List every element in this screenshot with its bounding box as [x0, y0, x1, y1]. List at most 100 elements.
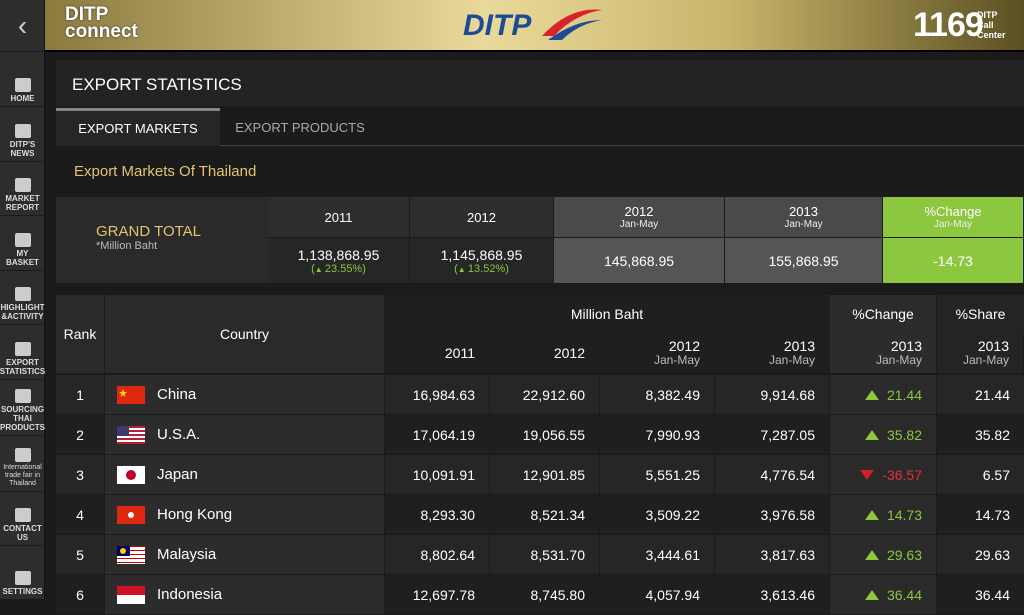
value: 17,064.19: [385, 415, 489, 454]
logo-swoosh: [542, 9, 602, 40]
sidebar-label: HOME: [10, 94, 35, 103]
column-header: 2013 Jan-May: [715, 333, 829, 373]
value: 3,817.63: [715, 535, 829, 574]
change: (▲ 13.52%): [454, 262, 509, 275]
change-cell: 14.73: [830, 495, 936, 534]
year: 2012: [624, 204, 654, 219]
center-logo: DITP: [463, 9, 532, 42]
country-cell: Japan: [105, 455, 384, 494]
icon: [14, 124, 31, 138]
value: 8,802.64: [385, 535, 489, 574]
sidebar-item[interactable]: HOME: [0, 52, 45, 107]
brand-logo: DITP connect: [65, 5, 138, 41]
rank: 1: [56, 375, 104, 414]
value: 12,901.85: [490, 455, 599, 494]
trend-arrow: [864, 549, 879, 560]
group-header: %Share: [937, 295, 1024, 333]
tab-active[interactable]: EXPORT MARKETS: [56, 108, 220, 146]
icon: [14, 389, 31, 403]
value: 7,287.05: [715, 415, 829, 454]
flag: [117, 385, 145, 404]
icon: [14, 342, 31, 356]
icon: [14, 233, 31, 247]
sidebar-item[interactable]: MARKET REPORT: [0, 162, 45, 216]
call-label: DITP Call Center: [977, 10, 1006, 40]
group-header: %Change: [830, 295, 936, 333]
value: 4,776.54: [715, 455, 829, 494]
call-number: 1169: [913, 6, 984, 44]
summary-header: 2012 Jan-May: [554, 197, 724, 237]
year: 2013: [977, 338, 1009, 354]
country: Indonesia: [157, 586, 223, 603]
change: 21.44: [886, 386, 922, 403]
rank-header: Rank: [56, 295, 104, 373]
value: 3,444.61: [600, 535, 714, 574]
value: 29.63: [937, 535, 1024, 574]
sidebar-item[interactable]: International trade fair in Thailand: [0, 436, 45, 492]
back-button[interactable]: ‹: [0, 0, 45, 52]
country: Hong Kong: [157, 506, 233, 523]
change-cell: 36.44: [830, 575, 936, 614]
sidebar-label: MY BASKET: [6, 249, 39, 267]
year: %Change: [924, 204, 982, 219]
value: 35.82: [937, 415, 1024, 454]
summary-value: 1,145,868.95 (▲ 13.52%): [410, 238, 553, 283]
country: China: [157, 386, 197, 403]
sidebar-label: SETTINGS: [2, 587, 43, 596]
summary-label-box: GRAND TOTAL *Million Baht: [56, 197, 268, 283]
sidebar-item[interactable]: MY BASKET: [0, 216, 45, 271]
year: 2013: [783, 338, 815, 354]
icon: [14, 508, 31, 522]
change: (▲ 23.55%): [311, 262, 366, 275]
sidebar-item[interactable]: SOURCING THAI PRODUCTS: [0, 380, 45, 436]
value: 4,057.94: [600, 575, 714, 614]
change: 29.63: [886, 546, 922, 563]
sidebar-label: International trade fair in Thailand: [3, 464, 42, 487]
icon: [14, 571, 31, 585]
summary: GRAND TOTAL *Million Baht 2011 1,138,868.…: [56, 197, 1024, 283]
value: 3,613.46: [715, 575, 829, 614]
sidebar-item[interactable]: HIGHLIGHT &ACTIVITY: [0, 271, 45, 325]
group-header: Million Baht: [385, 295, 829, 333]
value: 8,531.70: [490, 535, 599, 574]
tabs: EXPORT MARKETS EXPORT PRODUCTS: [56, 108, 1024, 146]
change-value: 13.52%: [467, 262, 506, 275]
year: 2013: [890, 338, 922, 354]
sidebar-item[interactable]: DITP'S NEWS: [0, 107, 45, 162]
period: Jan-May: [933, 219, 973, 230]
flag: [117, 505, 145, 524]
value: 8,293.30: [385, 495, 489, 534]
rank: 5: [56, 535, 104, 574]
header: DITP connect DITP 1169 DITP Call Center: [45, 0, 1024, 52]
country-cell: Malaysia: [105, 535, 384, 574]
period: Jan-May: [962, 353, 1009, 367]
sidebar-item[interactable]: SETTINGS: [0, 546, 45, 600]
sidebar-label: CONTACT US: [3, 524, 42, 542]
value: 16,984.63: [385, 375, 489, 414]
period: Jan-May: [875, 353, 922, 367]
period: Jan-May: [619, 219, 659, 230]
sidebar-item[interactable]: EXPORT STATISTICS: [0, 325, 45, 380]
flag: [117, 425, 145, 444]
sidebar-item[interactable]: CONTACT US: [0, 492, 45, 546]
value: 8,745.80: [490, 575, 599, 614]
value: 8,521.34: [490, 495, 599, 534]
call-label-line: DITP: [977, 10, 998, 20]
summary-value: -14.73: [883, 238, 1023, 283]
change: -36.57: [882, 466, 922, 483]
value: 1,138,868.95: [297, 246, 380, 263]
flag: [117, 585, 145, 604]
year: 2012: [668, 338, 700, 354]
year: 2011: [444, 345, 475, 361]
value: 6.57: [937, 455, 1024, 494]
call-label-line: Center: [977, 30, 1006, 40]
value: 3,976.58: [715, 495, 829, 534]
table: Rank Country Million Baht %Change %Share 2011…: [56, 295, 1024, 615]
value: 36.44: [937, 575, 1024, 614]
column-header: 2012: [490, 333, 599, 373]
tab[interactable]: EXPORT PRODUCTS: [235, 119, 365, 135]
value: 22,912.60: [490, 375, 599, 414]
flag: [117, 465, 145, 484]
trend-arrow: [864, 509, 879, 520]
